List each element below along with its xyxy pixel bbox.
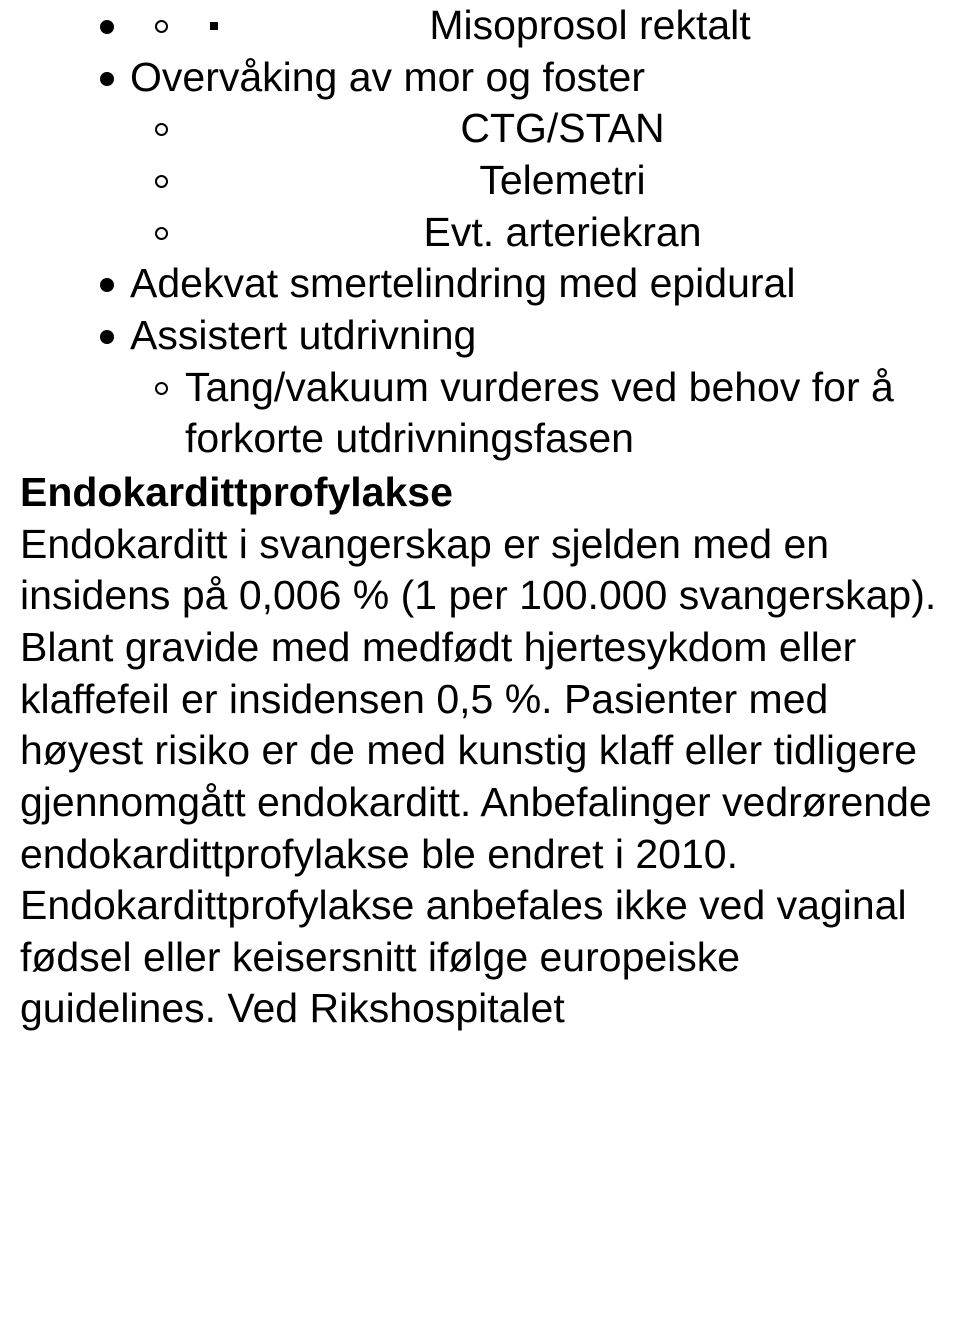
section-heading: Endokardittprofylakse [20, 467, 940, 519]
bullet-list-level-2: Tang/vakuum vurderes ved behov for å for… [130, 362, 940, 465]
bullet-list-level-1: Misoprosol rektalt Overvåking av mor og … [20, 0, 940, 465]
paragraph: Endokarditt i svangerskap er sjelden med… [20, 519, 940, 1036]
list-item-text: Telemetri [479, 157, 645, 203]
list-item-wrapper: Misoprosol rektalt [130, 0, 940, 52]
list-item-text: Overvåking av mor og foster [130, 54, 645, 100]
list-item: Telemetri [185, 155, 940, 207]
heading-text: Endokardittprofylakse [20, 469, 453, 515]
paragraph-text: Endokarditt i svangerskap er sjelden med… [20, 521, 936, 1032]
list-item: Misoprosol rektalt [240, 0, 940, 52]
bullet-list-level-2: CTG/STAN Telemetri Evt. arteriekran [130, 103, 940, 258]
list-item: CTG/STAN [185, 103, 940, 155]
list-item-text: Tang/vakuum vurderes ved behov for å for… [185, 364, 894, 462]
list-item-text: CTG/STAN [460, 105, 664, 151]
list-item: Adekvat smertelindring med epidural [130, 258, 940, 310]
document-content: Misoprosol rektalt Overvåking av mor og … [20, 0, 940, 1035]
list-item-text: Evt. arteriekran [424, 209, 702, 255]
list-item: Evt. arteriekran [185, 207, 940, 259]
list-item: Assistert utdrivning Tang/vakuum vurdere… [130, 310, 940, 465]
list-item: Tang/vakuum vurderes ved behov for å for… [185, 362, 940, 465]
bullet-list-level-2: Misoprosol rektalt [130, 0, 940, 52]
bullet-list-level-3: Misoprosol rektalt [185, 0, 940, 52]
list-item-text: Misoprosol rektalt [429, 2, 750, 48]
list-item-text: Adekvat smertelindring med epidural [130, 260, 795, 306]
list-item-wrapper: Misoprosol rektalt [185, 0, 940, 52]
list-item: Overvåking av mor og foster CTG/STAN Tel… [130, 52, 940, 259]
list-item-text: Assistert utdrivning [130, 312, 476, 358]
